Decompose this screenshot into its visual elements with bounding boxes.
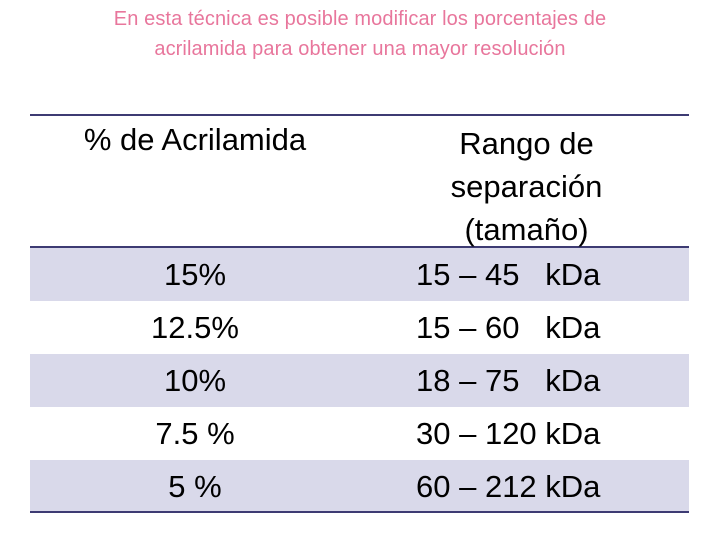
header-rango-line-2: separación [450, 169, 603, 204]
acrilamida-cell: 12.5% [151, 310, 239, 345]
acrilamida-cell: 10% [163, 363, 227, 398]
rango-cell: 15 – 60 kDa [416, 310, 601, 345]
table-row: 10% 18 – 75 kDa [30, 354, 689, 407]
acrilamida-cell: 5 % [168, 469, 222, 504]
table-row: 12.5% 15 – 60 kDa [30, 301, 689, 354]
rango-cell: 30 – 120 kDa [416, 416, 601, 451]
slide-title-line-2: acrilamida para obtener una mayor resolu… [154, 38, 566, 60]
acrilamida-cell: 15% [163, 257, 227, 292]
acrylamide-table: % de Acrilamida Rango de separación (tam… [30, 114, 689, 513]
acrilamida-cell: 7.5 % [155, 416, 235, 451]
rango-cell: 15 – 45 kDa [416, 257, 601, 292]
table-row: 5 % 60 – 212 kDa [30, 460, 689, 513]
slide-title: En esta técnica es posible modificar los… [0, 4, 720, 64]
table-row: 7.5 % 30 – 120 kDa [30, 407, 689, 460]
header-acrilamida: % de Acrilamida [83, 122, 307, 157]
rango-cell: 18 – 75 kDa [416, 363, 601, 398]
header-rango: Rango de separación (tamaño) [385, 122, 668, 251]
table-row: 15% 15 – 45 kDa [30, 248, 689, 301]
header-rango-line-1: Rango de [459, 126, 594, 161]
table-header-row: % de Acrilamida Rango de separación (tam… [30, 116, 689, 248]
header-rango-line-3: (tamaño) [464, 212, 589, 247]
slide-title-line-1: En esta técnica es posible modificar los… [113, 8, 607, 30]
rango-cell: 60 – 212 kDa [416, 469, 601, 504]
